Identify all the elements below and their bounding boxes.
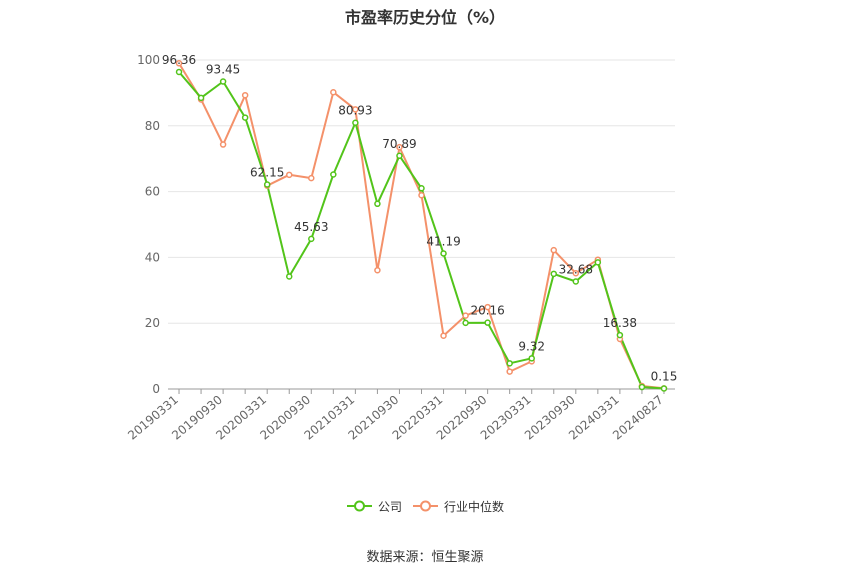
data-point-company	[484, 319, 491, 326]
data-point-company	[418, 185, 425, 192]
y-tick-label: 0	[152, 382, 160, 396]
data-point-company	[352, 119, 359, 126]
data-point-industry	[352, 106, 359, 113]
data-point-company	[197, 94, 205, 102]
data-label: 41.19	[426, 234, 460, 248]
legend-company-marker	[347, 500, 372, 512]
y-tick-label: 60	[145, 185, 160, 199]
series-line-industry	[178, 62, 665, 390]
data-source-note: 数据来源：恒生聚源	[366, 550, 484, 565]
data-point-company	[440, 250, 447, 257]
data-point-company	[396, 152, 403, 160]
data-point-company	[285, 273, 293, 280]
data-point-company	[462, 319, 469, 327]
data-label: 20.16	[470, 304, 504, 318]
legend-company-label: 公司	[378, 500, 403, 514]
data-point-industry	[418, 191, 425, 199]
data-point-industry	[572, 269, 580, 277]
data-point-industry	[506, 368, 513, 375]
data-label: 96.36	[162, 53, 196, 67]
legend-industry-label: 行业中位数	[444, 500, 505, 514]
y-tick-label: 20	[145, 316, 160, 330]
data-point-company	[594, 259, 602, 266]
data-point-company	[550, 270, 558, 278]
data-label: 62.15	[250, 166, 284, 180]
data-label: 70.89	[382, 137, 416, 151]
data-point-company	[638, 383, 646, 391]
data-label: 32.68	[559, 262, 593, 276]
data-point-company	[263, 181, 271, 188]
data-point-company	[330, 171, 337, 178]
data-point-company	[374, 200, 381, 208]
data-point-company	[308, 235, 315, 243]
data-point-industry	[285, 171, 293, 179]
data-point-company	[175, 68, 183, 76]
data-point-industry	[484, 303, 491, 311]
data-point-industry	[219, 141, 227, 148]
data-label: 16.38	[603, 316, 637, 330]
data-point-company	[572, 278, 580, 285]
data-point-industry	[330, 88, 337, 96]
data-point-industry	[175, 60, 183, 67]
data-label: 0.15	[651, 370, 678, 384]
y-tick-label: 40	[145, 250, 160, 264]
data-point-company	[241, 114, 249, 121]
data-label: 93.45	[206, 63, 240, 77]
chart-legend: 公司 行业中位数	[0, 497, 850, 517]
legend-industry-marker	[413, 500, 438, 512]
y-tick-label: 80	[145, 119, 160, 133]
data-point-company	[616, 331, 624, 339]
data-point-industry	[440, 332, 447, 339]
data-point-company	[528, 355, 535, 362]
data-point-industry	[308, 174, 315, 182]
data-point-industry	[374, 266, 381, 274]
data-point-industry	[396, 143, 403, 151]
y-tick-label: 100	[137, 53, 160, 67]
data-label: 45.63	[294, 220, 328, 234]
data-point-company	[506, 360, 513, 367]
data-label: 9.32	[518, 339, 545, 353]
data-point-company	[219, 78, 227, 85]
data-point-industry	[241, 91, 249, 99]
data-point-industry	[462, 312, 469, 319]
data-point-company	[660, 385, 668, 392]
chart-title: 市盈率历史分位（%）	[344, 8, 506, 27]
data-label: 80.93	[338, 104, 372, 118]
data-point-industry	[550, 246, 558, 254]
